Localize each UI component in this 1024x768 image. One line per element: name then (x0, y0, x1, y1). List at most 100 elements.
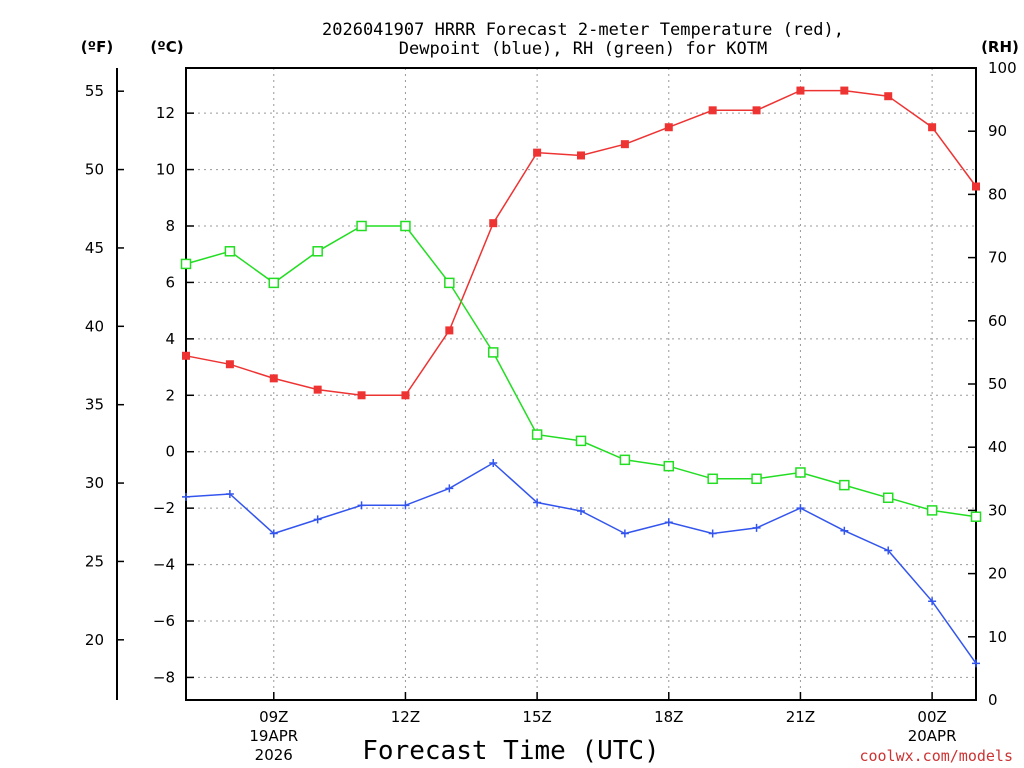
celsius-tick-label: 0 (165, 443, 175, 461)
temperature-point (708, 106, 717, 115)
x-tick-label: 09Z (259, 708, 288, 726)
rh-tick-label: 0 (988, 691, 998, 709)
rh-point (970, 511, 982, 522)
rh-point (795, 467, 806, 478)
rh-point (575, 435, 587, 447)
rh-tick-label: 50 (988, 375, 1007, 393)
y-axes: −8 −6 −4 −2 0 2 4 6 8 10 12 20 25 30 35 40 45 50 55 0 10 20 30… (85, 59, 1017, 709)
temperature-point (225, 360, 234, 369)
rh-point (224, 246, 236, 257)
x-tick-label: 12Z (391, 708, 420, 726)
dewpoint-point (884, 546, 893, 555)
temperature-point (577, 151, 585, 160)
celsius-tick-label: −8 (153, 668, 175, 686)
temperature-point (884, 92, 893, 101)
temperature-point (928, 123, 937, 132)
temperature-point (357, 391, 366, 400)
dewpoint-point (445, 484, 454, 493)
rh-point (531, 429, 543, 440)
celsius-tick-label: −2 (153, 499, 175, 517)
celsius-tick-label: 8 (165, 217, 175, 235)
rh-point (751, 473, 762, 485)
fahrenheit-tick-label: 25 (85, 552, 104, 570)
rh-tick-label: 70 (988, 249, 1007, 267)
fahrenheit-tick-label: 35 (85, 396, 104, 414)
x-tick-date-label: 20APR (908, 727, 957, 745)
chart-title-line1: 2026041907 HRRR Forecast 2-meter Tempera… (322, 20, 844, 40)
temperature-line (185, 89, 977, 397)
dewpoint-point (182, 492, 190, 501)
x-tick-year-label: 2026 (255, 746, 293, 764)
rh-tick-label: 20 (988, 565, 1007, 583)
credit-text: coolwx.com/models (859, 747, 1013, 765)
dewpoint-point (840, 526, 849, 535)
temperature-point (840, 86, 849, 95)
temperature-point (533, 148, 542, 157)
dewpoint-line (185, 462, 977, 664)
rh-tick-label: 100 (988, 59, 1017, 77)
celsius-tick-label: 6 (165, 273, 175, 291)
dewpoint-point (752, 523, 761, 532)
dewpoint-point (928, 597, 937, 606)
fahrenheit-unit-label: (ºF) (81, 38, 113, 56)
rh-point (619, 454, 631, 466)
temperature-point (401, 391, 410, 400)
celsius-tick-label: −6 (153, 612, 175, 630)
temperature-point (972, 182, 980, 191)
temperature-point (489, 219, 498, 228)
rh-point (926, 505, 938, 516)
dewpoint-point (708, 529, 717, 538)
dewpoint-point (401, 501, 410, 510)
temperature-point (445, 326, 454, 335)
rh-tick-label: 60 (988, 312, 1007, 330)
dewpoint-point (533, 498, 542, 507)
fahrenheit-tick-label: 30 (85, 474, 104, 492)
dewpoint-point (620, 529, 629, 538)
rh-point (180, 258, 192, 270)
fahrenheit-tick-label: 50 (85, 161, 104, 179)
x-tick-label: 15Z (522, 708, 551, 726)
chart-title-line2: Dewpoint (blue), RH (green) for KOTM (399, 39, 767, 59)
rh-tick-label: 80 (988, 185, 1007, 203)
dewpoint-point (972, 659, 980, 668)
celsius-tick-label: −4 (153, 556, 175, 574)
celsius-unit-label: (ºC) (150, 38, 183, 56)
rh-point (444, 277, 455, 289)
temperature-point (752, 106, 761, 115)
celsius-tick-label: 4 (165, 330, 175, 348)
dewpoint-point (357, 501, 366, 510)
temperature-point (313, 385, 322, 394)
dewpoint-point (489, 459, 498, 467)
rh-point (663, 460, 675, 472)
dewpoint-point (313, 515, 322, 524)
rh-point (839, 479, 850, 491)
fahrenheit-tick-label: 20 (85, 631, 104, 649)
rh-tick-label: 10 (988, 628, 1007, 646)
temperature-point (664, 123, 673, 132)
x-tick-label: 00Z (917, 708, 946, 726)
dewpoint-point (225, 490, 234, 499)
rh-point (400, 220, 411, 232)
rh-unit-label: (RH) (981, 38, 1019, 56)
fahrenheit-tick-label: 55 (85, 82, 104, 100)
temperature-point (796, 86, 805, 95)
x-tick-label: 18Z (654, 708, 683, 726)
dewpoint-point (577, 506, 585, 515)
rh-point (487, 347, 499, 358)
data-series (180, 86, 982, 668)
rh-point (312, 246, 323, 257)
rh-tick-label: 90 (988, 122, 1007, 140)
rh-tick-label: 40 (988, 438, 1007, 456)
rh-point (882, 492, 894, 504)
temperature-point (620, 140, 629, 149)
x-axis-label: Forecast Time (UTC) (362, 736, 659, 766)
temperature-point (182, 351, 190, 360)
rh-tick-label: 30 (988, 501, 1007, 519)
fahrenheit-tick-label: 45 (85, 239, 104, 257)
celsius-tick-label: 2 (165, 386, 175, 404)
dewpoint-point (796, 504, 805, 513)
rh-point (356, 220, 367, 232)
dewpoint-point (664, 518, 673, 527)
